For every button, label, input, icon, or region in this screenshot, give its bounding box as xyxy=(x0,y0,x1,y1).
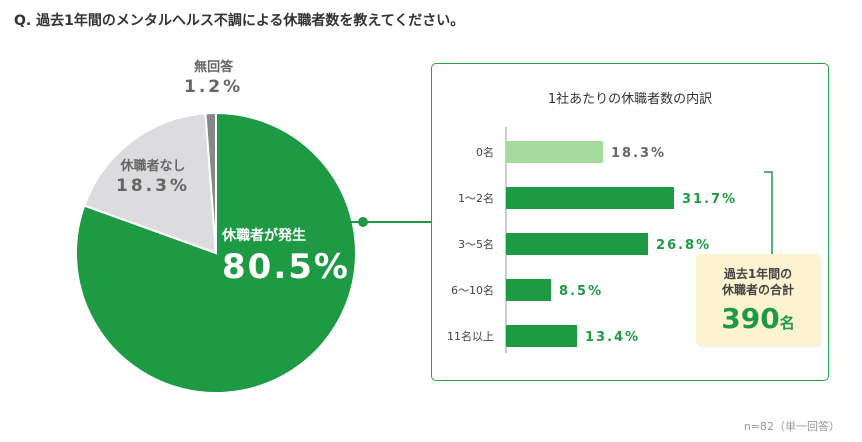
bar-category-label: 0名 xyxy=(476,145,494,159)
breakdown-panel: 1社あたりの休職者数の内訳 xyxy=(431,63,829,381)
bar-1 xyxy=(506,187,675,209)
total-unit: 名 xyxy=(779,314,795,332)
total-box: 過去1年間の 休職者の合計 390名 xyxy=(696,254,820,346)
question-title: Q. 過去1年間のメンタルヘルス不調による休職者数を教えてください。 xyxy=(14,13,465,29)
total-number: 390 xyxy=(721,302,780,335)
breakdown-title: 1社あたりの休職者数の内訳 xyxy=(547,92,713,107)
bar-4 xyxy=(506,325,578,347)
bar-value-label: 13.4% xyxy=(585,330,640,345)
pie-slice-occurred xyxy=(75,111,357,394)
bar-category-label: 11名以上 xyxy=(447,329,494,343)
connector-dot xyxy=(358,217,368,227)
bar-category-label: 1〜2名 xyxy=(458,191,494,205)
no-answer-value: 1.2% xyxy=(184,77,244,97)
bar-value-label: 26.8% xyxy=(656,238,711,253)
pie-slice-none xyxy=(82,112,218,255)
bar-category-label: 3〜5名 xyxy=(458,237,494,251)
bar-value-label: 31.7% xyxy=(682,192,737,207)
no-answer-label: 無回答 xyxy=(194,60,234,75)
pie-label-none: 休職者なし 18.3% xyxy=(116,155,190,196)
bar-3 xyxy=(506,279,552,301)
none-value: 18.3% xyxy=(116,176,190,196)
none-label: 休職者なし xyxy=(120,159,186,174)
occurred-label: 休職者が発生 xyxy=(222,228,306,244)
total-line2: 休職者の合計 xyxy=(721,283,794,297)
bar-value-label: 18.3% xyxy=(611,146,666,161)
pie-label-no-answer: 無回答 1.2% xyxy=(184,56,243,97)
sample-note: n=82（単一回答） xyxy=(743,420,840,433)
bar-0 xyxy=(506,141,603,163)
bar-value-label: 8.5% xyxy=(559,284,603,299)
bar-2 xyxy=(506,233,649,255)
pie-slice-no-answer xyxy=(204,111,217,254)
bar-category-label: 6〜10名 xyxy=(451,283,494,297)
occurred-value: 80.5% xyxy=(222,247,350,287)
pie-label-occurred: 休職者が発生 80.5% xyxy=(222,225,350,287)
total-line1: 過去1年間の xyxy=(723,267,793,281)
